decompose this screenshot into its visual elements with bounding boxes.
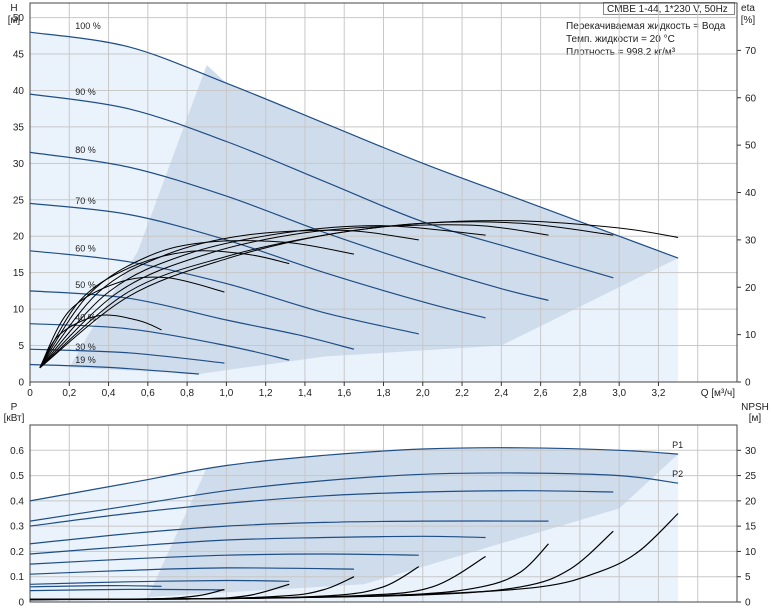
bottom-y2-tick-label: 30	[745, 446, 757, 457]
top-y-tick-label: 50	[13, 13, 25, 24]
bottom-y-tick-label: 0.4	[10, 496, 24, 507]
top-x-tick-label: 2,0	[416, 388, 430, 399]
top-y-tick-label: 15	[13, 268, 25, 279]
top-y2-tick-label: 0	[745, 378, 751, 389]
curve-speed-label: 30 %	[75, 342, 96, 352]
bottom-y2-tick-label: 25	[745, 471, 757, 482]
top-y-axis-unit: [м]	[8, 15, 21, 26]
bottom-y-tick-label: 0.1	[10, 572, 24, 583]
bottom-y-tick-label: 0.6	[10, 446, 24, 457]
power-curve	[29, 535, 486, 555]
top-y2-tick-label: 70	[745, 46, 757, 57]
power-curve	[29, 567, 355, 575]
top-x-tick-label: 2,8	[573, 388, 587, 399]
top-x-tick-label: 2,4	[494, 388, 508, 399]
bottom-y2-tick-label: 15	[745, 522, 757, 533]
curve-speed-label: 50 %	[75, 280, 96, 290]
power-curve	[29, 447, 679, 502]
head-curve-90pct	[29, 93, 614, 279]
efficiency-curve	[39, 224, 549, 369]
bottom-y-axis-unit: [кВт]	[4, 413, 25, 424]
head-curve-19pct	[29, 363, 199, 375]
power-curve	[29, 584, 162, 588]
top-y-tick-label: 35	[13, 122, 25, 133]
top-y2-tick-label: 20	[745, 283, 757, 294]
top-x-tick-label: 0,6	[141, 388, 155, 399]
bottom-frame	[29, 424, 738, 603]
temperature-info: Темп. жидкости = 20 °C	[566, 34, 675, 45]
top-x-tick-label: 3,0	[612, 388, 626, 399]
curve-speed-label: 70 %	[75, 196, 96, 206]
efficiency-curve	[39, 276, 225, 369]
fluid-info: Перекачиваемая жидкость = Вода	[566, 21, 726, 32]
efficiency-curve	[39, 314, 162, 369]
top-x-tick-label: 3,2	[651, 388, 665, 399]
top-y-tick-label: 10	[13, 305, 25, 316]
efficiency-curve	[39, 250, 290, 369]
power-curve-label: P1	[672, 440, 683, 450]
power-curve	[29, 472, 679, 522]
top-x-tick-label: 1,2	[259, 388, 273, 399]
top-y-tick-label: 5	[18, 341, 24, 352]
head-curve-60pct	[29, 250, 419, 335]
efficiency-curve	[39, 225, 486, 369]
bottom-y-axis-label: P	[11, 402, 18, 413]
bottom-y-tick-label: 0.2	[10, 547, 24, 558]
bottom-y2-tick-label: 20	[745, 496, 757, 507]
power-curve	[29, 579, 290, 585]
top-x-tick-label: 0,2	[62, 388, 76, 399]
top-y2-tick-label: 60	[745, 93, 757, 104]
top-y2-tick-label: 30	[745, 235, 757, 246]
npsh-curve	[29, 588, 225, 601]
top-y-tick-label: 0	[18, 378, 24, 389]
curve-speed-label: 40 %	[75, 313, 96, 323]
top-x-tick-label: 1,0	[219, 388, 233, 399]
top-x-tick-label: 0,8	[180, 388, 194, 399]
top-y2-tick-label: 40	[745, 188, 757, 199]
curve-speed-label: 90 %	[75, 87, 96, 97]
curve-speed-label: 100 %	[75, 21, 101, 31]
bottom-y2-axis-label: NPSH	[741, 402, 769, 413]
bottom-y2-axis-unit: [м]	[749, 413, 762, 424]
top-x-tick-label: 2,2	[455, 388, 469, 399]
power-curve-label: P2	[672, 469, 683, 479]
power-curve	[29, 520, 549, 545]
top-operating-area-mid	[69, 64, 679, 374]
curve-speed-label: 19 %	[75, 355, 96, 365]
bottom-y2-tick-label: 5	[745, 572, 751, 583]
top-y-tick-label: 45	[13, 50, 25, 61]
head-curve-70pct	[29, 202, 486, 319]
top-y-tick-label: 30	[13, 159, 25, 170]
top-x-axis-label: Q [м³/ч]	[701, 388, 736, 399]
top-y-tick-label: 20	[13, 232, 25, 243]
top-y2-axis-label: eta	[741, 3, 755, 14]
top-y-tick-label: 40	[13, 86, 25, 97]
density-info: Плотность = 998.2 кг/м³	[566, 47, 676, 58]
head-curve-40pct	[29, 323, 290, 361]
curve-speed-label: 80 %	[75, 145, 96, 155]
top-x-tick-label: 2,6	[534, 388, 548, 399]
efficiency-curve	[39, 240, 355, 369]
top-x-tick-label: 0,4	[102, 388, 116, 399]
power-curve	[29, 490, 614, 527]
bottom-y-tick-label: 0.3	[10, 522, 24, 533]
top-x-tick-label: 1,8	[377, 388, 391, 399]
bottom-y-tick-label: 0.5	[10, 471, 24, 482]
top-y2-axis-unit: [%]	[741, 15, 756, 26]
top-x-tick-label: 1,4	[298, 388, 312, 399]
power-curve	[29, 588, 225, 592]
bottom-y2-tick-label: 10	[745, 547, 757, 558]
top-y2-tick-label: 50	[745, 141, 757, 152]
efficiency-curve	[39, 221, 614, 369]
top-y-tick-label: 25	[13, 195, 25, 206]
top-x-tick-label: 0	[27, 388, 33, 399]
top-y-axis-label: H	[10, 3, 17, 14]
power-curve	[29, 553, 419, 565]
top-y2-tick-label: 10	[745, 330, 757, 341]
bottom-y2-tick-label: 0	[745, 598, 751, 609]
bottom-y-tick-label: 0	[18, 598, 24, 609]
curve-speed-label: 60 %	[75, 243, 96, 253]
top-x-tick-label: 1,6	[337, 388, 351, 399]
